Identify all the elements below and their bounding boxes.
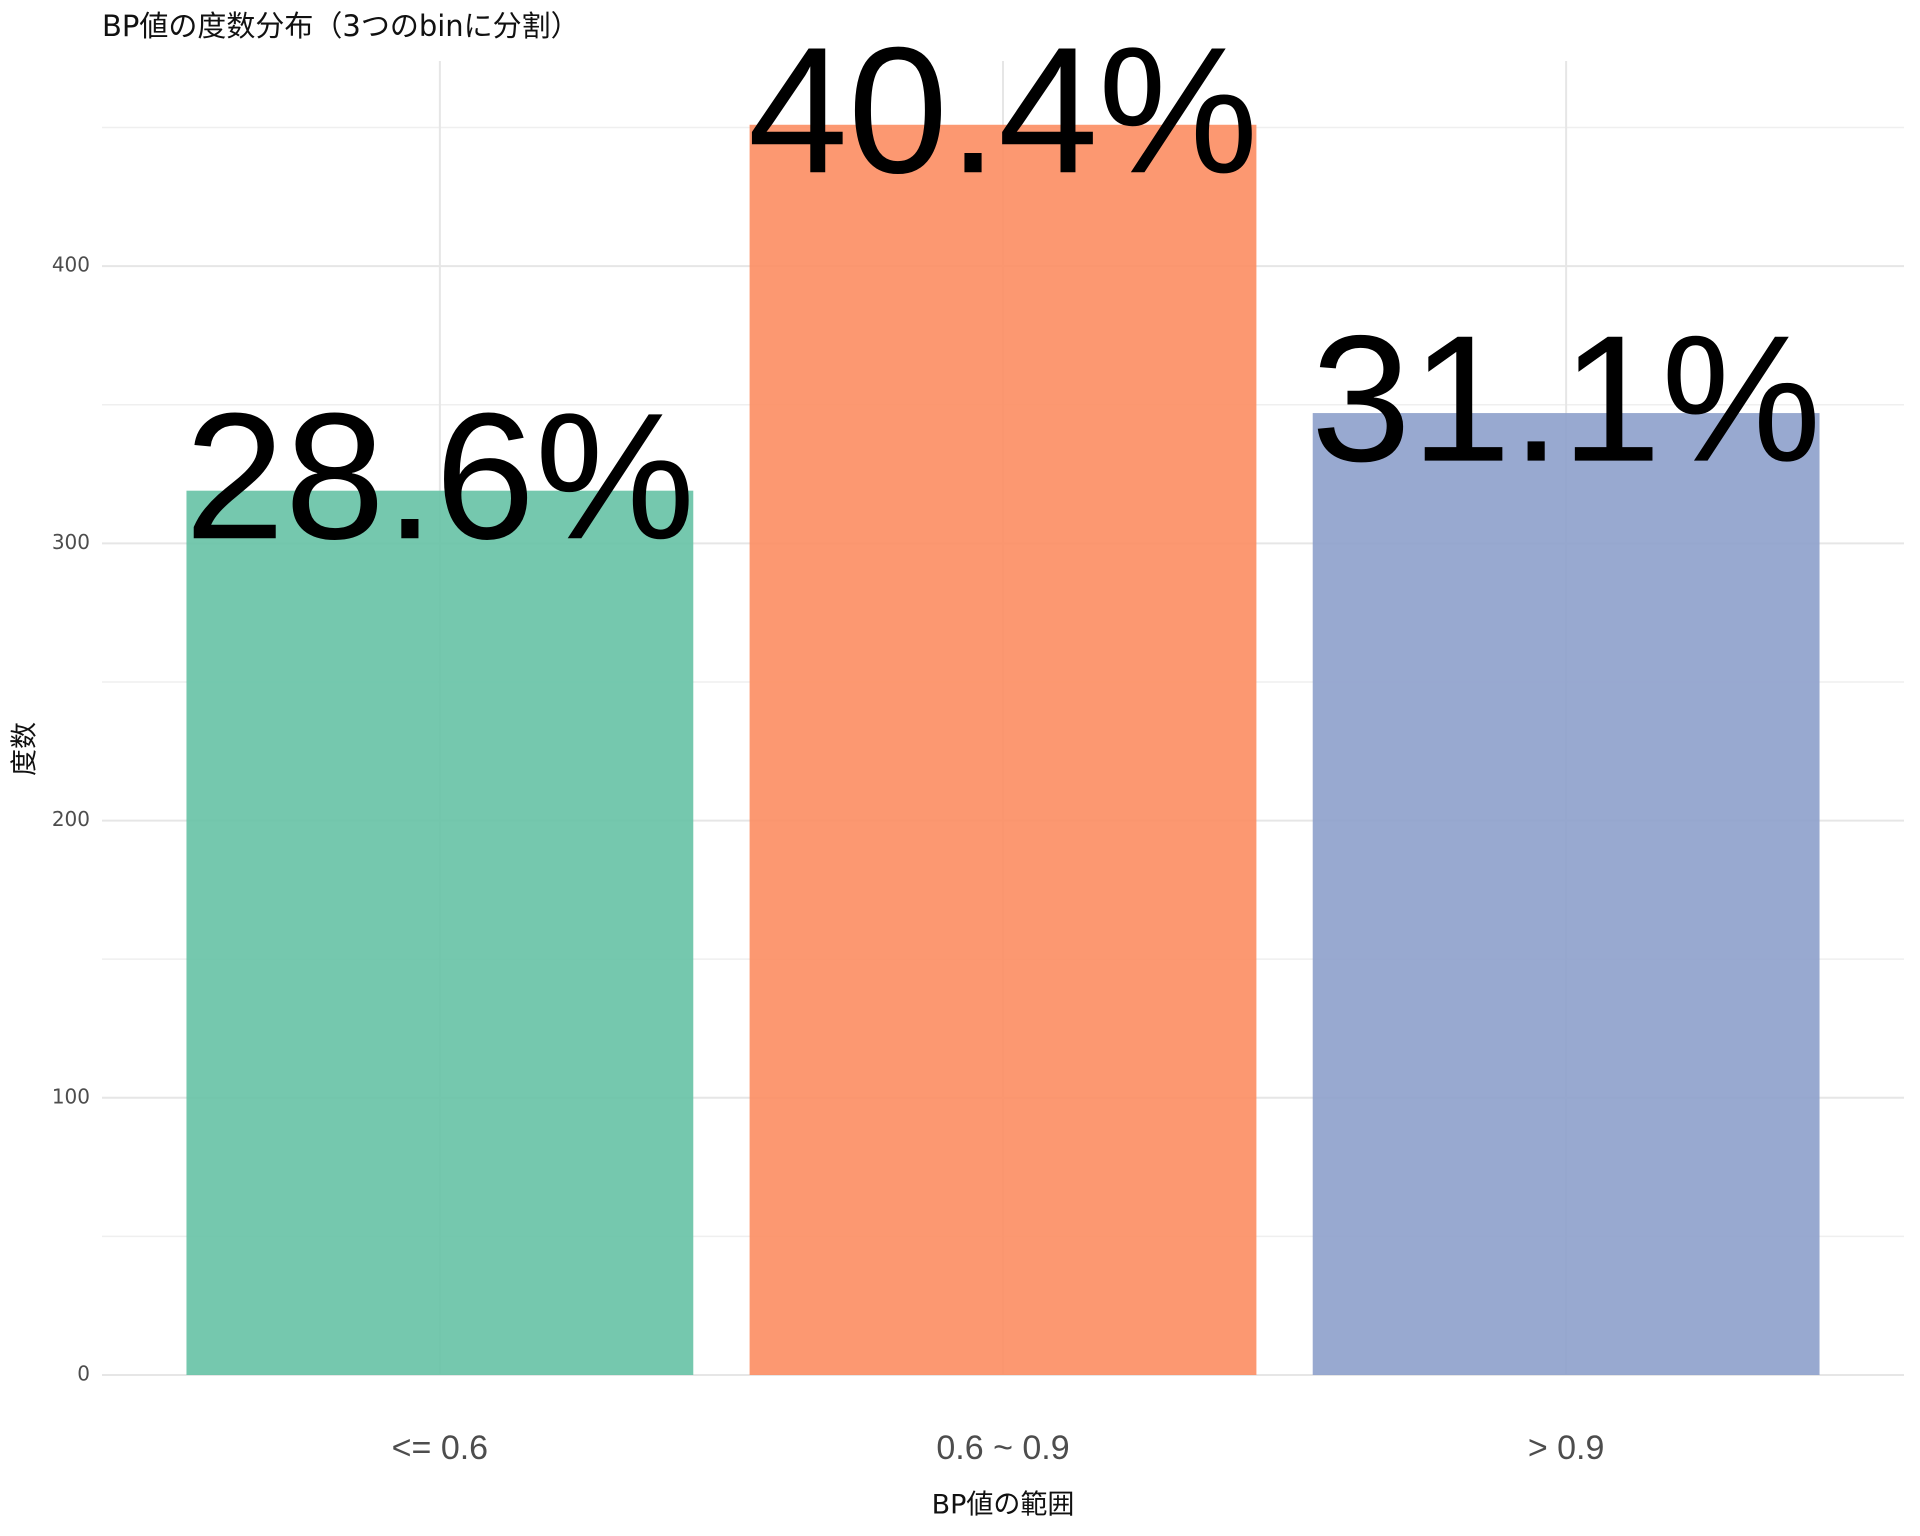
bar xyxy=(186,490,694,1375)
x-tick-label: 0.6 ~ 0.9 xyxy=(936,1429,1069,1467)
y-tick-label: 0 xyxy=(77,1362,90,1386)
y-axis-title: 度数 xyxy=(10,722,41,776)
y-tick-label: 300 xyxy=(52,530,90,554)
y-tick-label: 100 xyxy=(52,1084,90,1108)
x-tick-label: > 0.9 xyxy=(1528,1429,1605,1467)
bar-annotation: 40.4% xyxy=(748,10,1258,211)
bar-annotation: 28.6% xyxy=(185,376,695,577)
bar xyxy=(1312,413,1820,1375)
x-axis-title: BP値の範囲 xyxy=(932,1490,1075,1521)
chart-title: BP値の度数分布（3つのbinに分割） xyxy=(102,9,580,43)
y-tick-label: 400 xyxy=(52,253,90,277)
bar xyxy=(749,124,1257,1375)
x-tick-label: <= 0.6 xyxy=(392,1429,488,1467)
y-tick-label: 200 xyxy=(52,807,90,831)
bar-annotation: 31.1% xyxy=(1311,299,1821,500)
